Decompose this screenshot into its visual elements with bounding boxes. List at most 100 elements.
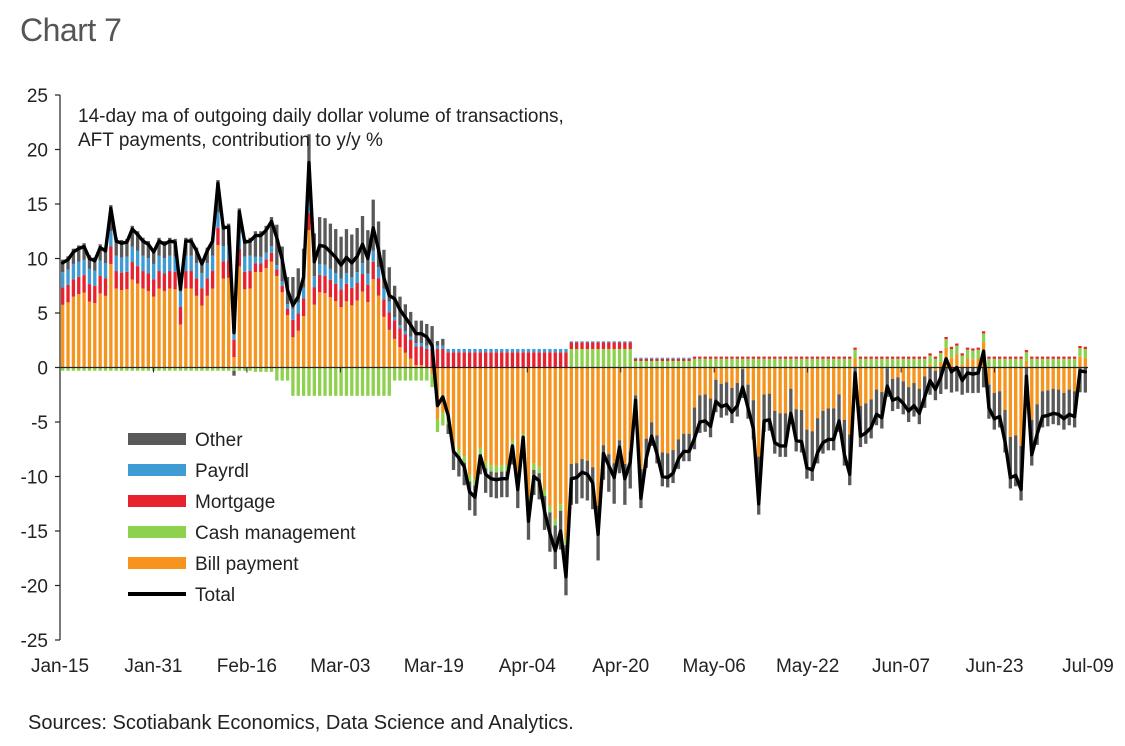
- bar-bill-payment: [1019, 367, 1023, 446]
- bar-mortgage: [890, 356, 895, 359]
- bar-cash-management: [965, 349, 970, 359]
- bar-cash-management: [125, 367, 129, 371]
- bar-mortgage: [564, 352, 568, 368]
- legend-label: Bill payment: [195, 554, 299, 575]
- bar-cash-management: [1078, 348, 1082, 357]
- bar-cash-management: [890, 358, 895, 368]
- bar-other: [842, 419, 847, 466]
- bar-cash-management: [992, 358, 996, 368]
- bar-other: [789, 388, 793, 425]
- bar-mortgage: [655, 358, 659, 361]
- bar-mortgage: [794, 356, 798, 359]
- bar-cash-management: [103, 367, 108, 371]
- bar-other: [232, 370, 236, 376]
- bar-cash-management: [821, 358, 825, 368]
- bar-mortgage: [612, 342, 616, 349]
- bar-cash-management: [189, 367, 193, 371]
- bar-other: [200, 260, 204, 273]
- bar-cash-management: [757, 358, 761, 368]
- bar-cash-management: [162, 367, 167, 371]
- bar-payroll: [591, 341, 595, 343]
- bar-mortgage: [173, 271, 177, 290]
- bar-bill-payment: [350, 305, 354, 368]
- bar-payroll: [253, 256, 258, 264]
- bar-cash-management: [61, 367, 65, 371]
- bar-cash-management: [467, 474, 472, 482]
- bar-payroll: [189, 255, 193, 272]
- bar-cash-management: [553, 519, 557, 526]
- bar-payroll: [553, 348, 557, 353]
- bar-cash-management: [484, 461, 488, 469]
- bar-cash-management: [741, 358, 745, 368]
- bar-other: [473, 485, 477, 516]
- bar-mortgage: [987, 356, 991, 359]
- bar-cash-management: [971, 350, 975, 360]
- bar-other: [328, 223, 333, 269]
- bar-mortgage: [382, 299, 386, 317]
- bar-cash-management: [703, 358, 707, 368]
- bar-cash-management: [837, 358, 841, 368]
- bar-mortgage: [478, 352, 482, 368]
- bar-cash-management: [869, 358, 873, 368]
- bar-mortgage: [168, 271, 172, 289]
- bar-bill-payment: [301, 316, 306, 368]
- bar-other: [585, 460, 590, 501]
- bar-payroll: [435, 345, 440, 349]
- bar-bill-payment: [355, 300, 359, 368]
- bar-other: [762, 394, 766, 432]
- bar-mortgage: [489, 352, 493, 368]
- bar-mortgage: [591, 342, 595, 349]
- bar-bill-payment: [291, 337, 295, 368]
- bar-other: [998, 391, 1002, 428]
- bar-cash-management: [216, 367, 220, 371]
- total-line: [60, 160, 1088, 579]
- bar-other: [516, 479, 520, 509]
- bar-mortgage: [842, 356, 847, 359]
- bar-cash-management: [371, 367, 375, 396]
- bar-payroll: [585, 341, 590, 343]
- bar-mortgage: [815, 356, 820, 359]
- bar-mortgage: [152, 279, 156, 297]
- bar-mortgage: [157, 271, 161, 289]
- bar-bill-payment: [473, 367, 477, 479]
- bar-mortgage: [103, 278, 108, 296]
- bar-mortgage: [1030, 356, 1034, 359]
- bar-other: [66, 256, 70, 270]
- bar-other: [500, 471, 504, 498]
- bar-cash-management: [564, 538, 568, 546]
- bar-mortgage: [998, 356, 1002, 359]
- bar-cash-management: [1003, 358, 1007, 368]
- bar-mortgage: [810, 356, 814, 359]
- bar-bill-payment: [564, 367, 568, 539]
- bar-payroll: [71, 263, 76, 280]
- bar-mortgage: [692, 356, 697, 359]
- bar-payroll: [285, 304, 290, 309]
- bar-other: [119, 239, 124, 258]
- bar-bill-payment: [414, 365, 418, 368]
- bar-mortgage: [307, 212, 311, 231]
- bar-bill-payment: [1072, 367, 1077, 392]
- bar-mortgage: [682, 358, 686, 361]
- bar-other: [826, 408, 830, 451]
- bar-cash-management: [259, 367, 263, 372]
- bar-other: [821, 410, 825, 454]
- bar-other: [194, 247, 199, 264]
- bar-other: [339, 236, 343, 279]
- bar-other: [205, 247, 209, 264]
- bar-bill-payment: [741, 367, 745, 370]
- bar-cash-management: [376, 367, 381, 396]
- bar-other: [730, 387, 734, 424]
- bar-other: [152, 248, 156, 264]
- x-tick-label: Mar-03: [310, 656, 370, 677]
- bar-bill-payment: [799, 367, 804, 411]
- bar-payroll: [548, 348, 552, 353]
- legend-swatch: [128, 557, 186, 569]
- legend: Other Payrdl Mortgage Cash management Bill p…: [128, 430, 356, 606]
- bar-mortgage: [687, 358, 691, 361]
- bar-cash-management: [805, 358, 809, 368]
- bar-mortgage: [1019, 356, 1023, 359]
- bar-cash-management: [1030, 358, 1034, 368]
- bar-payroll: [243, 256, 247, 272]
- bar-cash-management: [826, 358, 830, 368]
- bar-mortgage: [248, 271, 252, 289]
